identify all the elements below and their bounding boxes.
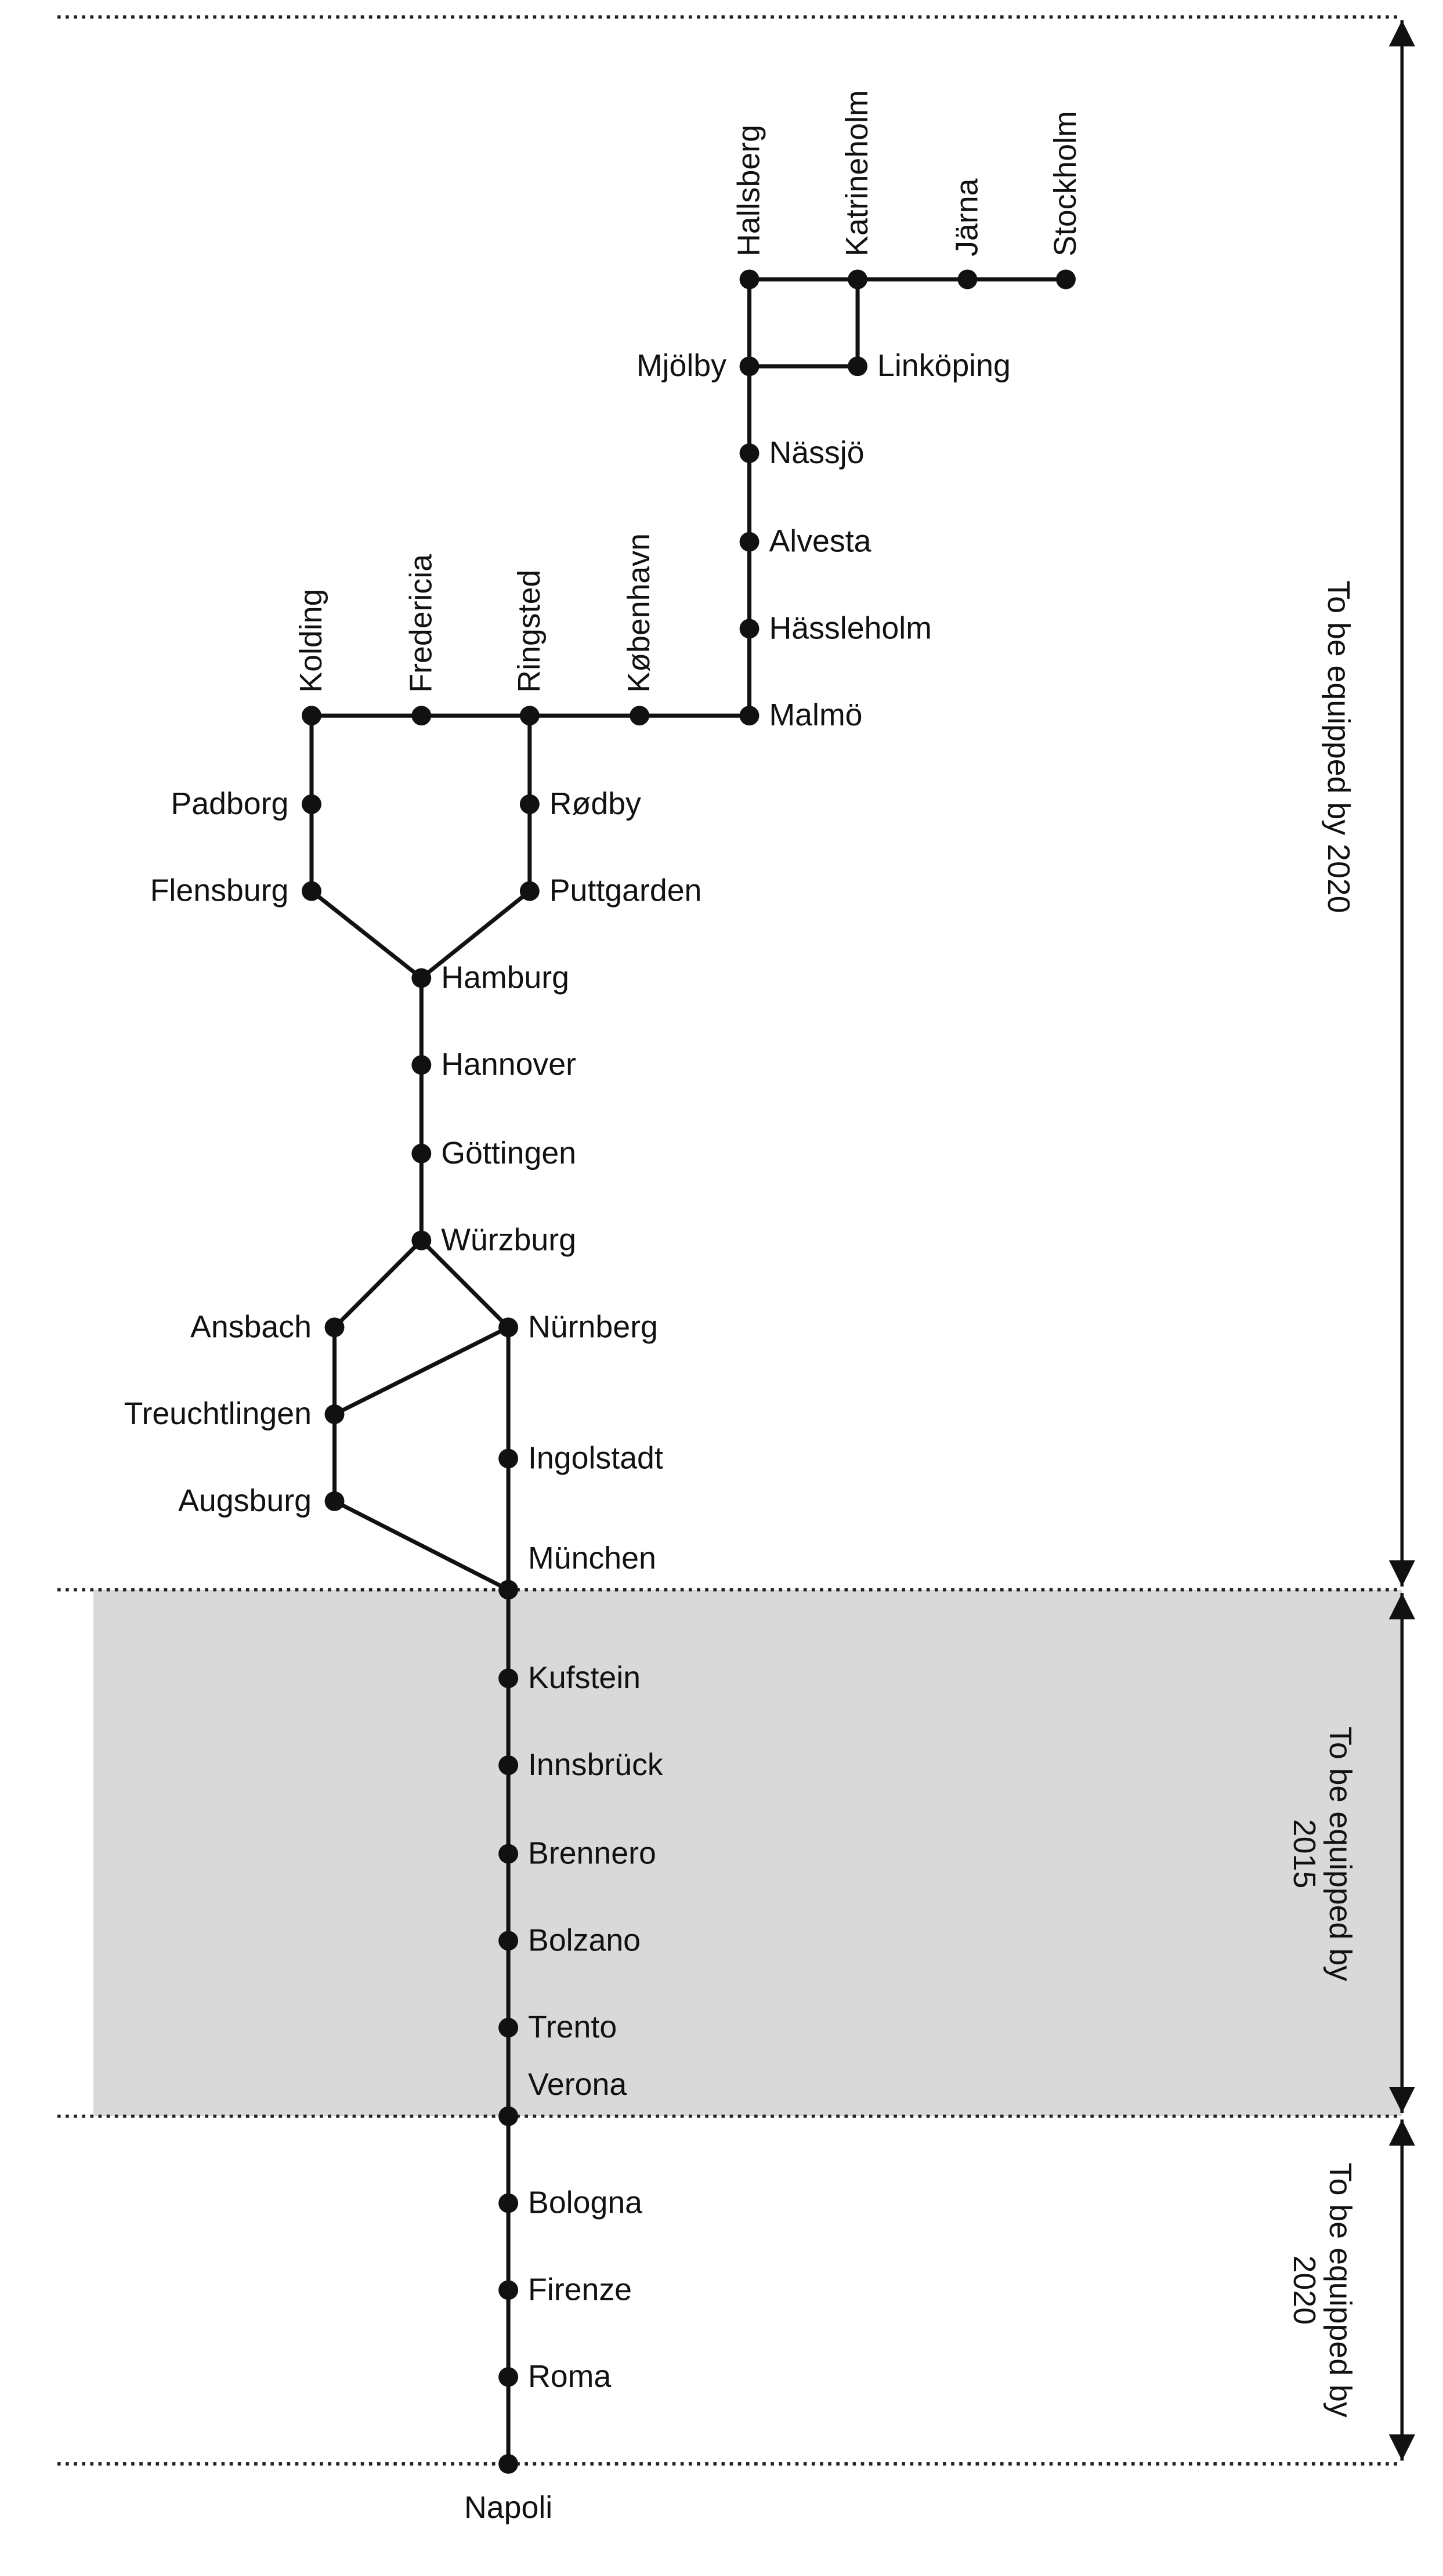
rail-segment bbox=[333, 1499, 509, 1592]
station-label: Innsbrück bbox=[528, 1747, 663, 1782]
station-label: Treuchtlingen bbox=[124, 1396, 312, 1431]
station-label: Bologna bbox=[528, 2185, 642, 2220]
section-label-box: To be equipped by 2020 bbox=[1320, 580, 1355, 913]
station-dot bbox=[498, 1755, 519, 1775]
station-dot bbox=[739, 706, 760, 726]
section-label: To be equipped by 2015 bbox=[1285, 1726, 1357, 1981]
station-dot bbox=[498, 1844, 519, 1864]
station-dot bbox=[498, 1580, 519, 1600]
station-label: Hamburg bbox=[441, 960, 569, 995]
rail-segment bbox=[420, 889, 531, 980]
station-label: Nürnberg bbox=[528, 1309, 658, 1344]
station-label: Trento bbox=[528, 2010, 617, 2044]
station-dot bbox=[848, 269, 868, 290]
station-dot bbox=[630, 706, 650, 726]
station-dot bbox=[324, 1491, 345, 1511]
station-label: Würzburg bbox=[441, 1223, 576, 1258]
station-label: Ingolstadt bbox=[528, 1440, 663, 1475]
station-dot bbox=[302, 881, 321, 901]
station-label: Katrineholm bbox=[840, 90, 874, 256]
station-dot bbox=[411, 968, 432, 988]
station-dot bbox=[519, 706, 540, 726]
stations: Hallsberg Katrineholm Järna Stockholm Mjölby… bbox=[124, 90, 1083, 2525]
station-label: Hallsberg bbox=[732, 125, 766, 256]
station-dot bbox=[739, 356, 760, 377]
section-label-box: To be equipped by 2020 bbox=[1285, 2162, 1357, 2418]
station-dot bbox=[498, 2018, 519, 2038]
station-dot bbox=[739, 619, 760, 639]
rail-segment bbox=[333, 1325, 509, 1417]
station-dot bbox=[498, 2454, 519, 2474]
shaded-section bbox=[93, 1589, 1402, 2116]
station-dot bbox=[498, 2193, 519, 2213]
station-label: Verona bbox=[528, 2067, 627, 2102]
station-label: Kufstein bbox=[528, 1660, 641, 1695]
station-label: Ansbach bbox=[190, 1309, 312, 1344]
station-dot bbox=[519, 881, 540, 901]
station-label: Alvesta bbox=[769, 524, 871, 559]
station-label: Padborg bbox=[171, 786, 288, 821]
station-label: Hässleholm bbox=[769, 610, 931, 645]
station-label: Kolding bbox=[294, 589, 328, 693]
station-label: Flensburg bbox=[150, 873, 289, 908]
station-dot bbox=[739, 269, 760, 290]
station-label: Bolzano bbox=[528, 1923, 641, 1957]
station-label: København bbox=[621, 533, 656, 693]
station-label: Puttgarden bbox=[549, 873, 702, 908]
station-label: Ringsted bbox=[512, 570, 547, 693]
station-label: Nässjö bbox=[769, 435, 864, 470]
station-label: Göttingen bbox=[441, 1136, 576, 1170]
station-label: Järna bbox=[949, 178, 984, 256]
station-label: Firenze bbox=[528, 2272, 632, 2307]
station-dot bbox=[411, 706, 432, 726]
station-dot bbox=[411, 1055, 432, 1075]
station-dot bbox=[498, 1668, 519, 1689]
station-label: Malmö bbox=[769, 698, 862, 732]
station-dot bbox=[411, 1230, 432, 1251]
station-dot bbox=[1056, 269, 1076, 290]
section-label-group: To be equipped by 2020 bbox=[1285, 2162, 1357, 2418]
rail-segment bbox=[333, 1239, 423, 1329]
station-dot bbox=[324, 1317, 345, 1338]
station-label: Rødby bbox=[549, 786, 641, 821]
section-label: To be equipped by 2020 bbox=[1320, 580, 1355, 913]
station-label: München bbox=[528, 1541, 656, 1576]
station-dot bbox=[498, 2106, 519, 2126]
station-dot bbox=[519, 794, 540, 814]
rail-segment bbox=[310, 889, 423, 980]
station-label: Napoli bbox=[464, 2490, 552, 2525]
station-label: Roma bbox=[528, 2359, 611, 2394]
station-label: Hannover bbox=[441, 1047, 576, 1082]
station-dot bbox=[498, 1931, 519, 1951]
station-dot bbox=[739, 443, 760, 463]
station-label: Brennero bbox=[528, 1836, 656, 1871]
station-label: Fredericia bbox=[403, 554, 438, 693]
station-label: Linköping bbox=[877, 348, 1011, 383]
station-dot bbox=[302, 706, 321, 726]
station-dot bbox=[411, 1143, 432, 1164]
section-label: To be equipped by 2020 bbox=[1285, 2162, 1357, 2418]
section-dividers bbox=[57, 15, 1402, 2466]
section-label-group: To be equipped by 2015 bbox=[1285, 1726, 1357, 1981]
station-label: Mjölby bbox=[636, 348, 726, 383]
section-label-group: To be equipped by 2020 bbox=[1320, 580, 1355, 913]
rail-lines bbox=[309, 277, 1066, 2464]
station-dot bbox=[324, 1404, 345, 1425]
section-label-box: To be equipped by 2015 bbox=[1285, 1726, 1357, 1981]
rail-segment bbox=[419, 1239, 510, 1329]
station-dot bbox=[498, 1317, 519, 1338]
station-label: Augsburg bbox=[178, 1483, 312, 1518]
station-dot bbox=[498, 1448, 519, 1469]
station-dot bbox=[498, 2367, 519, 2387]
station-dot bbox=[739, 532, 760, 552]
station-dot bbox=[302, 794, 321, 814]
station-dot bbox=[498, 2280, 519, 2300]
station-dot bbox=[848, 356, 868, 377]
station-dot bbox=[957, 269, 978, 290]
station-label: Stockholm bbox=[1048, 111, 1083, 256]
